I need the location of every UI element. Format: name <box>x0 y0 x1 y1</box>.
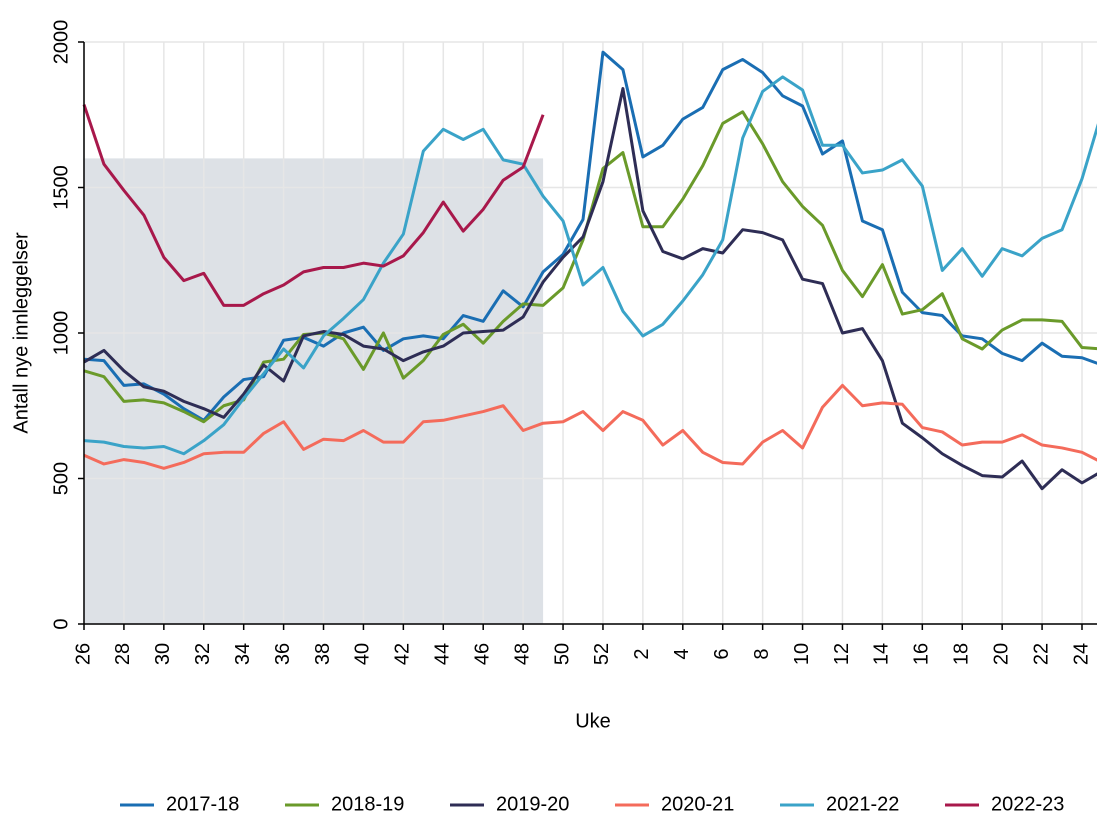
legend-label: 2020-21 <box>661 793 734 815</box>
x-tick-label: 26 <box>72 643 94 665</box>
legend-label: 2017-18 <box>166 793 239 815</box>
legend-label: 2019-20 <box>496 793 569 815</box>
x-tick-label: 2 <box>631 648 653 659</box>
x-tick-label: 8 <box>751 648 773 659</box>
shaded-period <box>84 158 544 624</box>
x-tick-label: 12 <box>831 643 853 665</box>
x-tick-label: 22 <box>1030 643 1052 665</box>
x-tick-label: 48 <box>511 643 533 665</box>
x-tick-label: 46 <box>471 643 493 665</box>
x-tick-label: 40 <box>352 643 374 665</box>
y-tick-label: 2000 <box>50 20 72 65</box>
x-axis-label: Uke <box>575 710 611 732</box>
x-tick-label: 6 <box>711 648 733 659</box>
x-tick-label: 32 <box>192 643 214 665</box>
x-tick-label: 42 <box>392 643 414 665</box>
legend-label: 2018-19 <box>331 793 404 815</box>
y-tick-label: 1500 <box>50 165 72 210</box>
x-tick-label: 20 <box>990 643 1012 665</box>
x-tick-label: 36 <box>272 643 294 665</box>
x-tick-label: 38 <box>312 643 334 665</box>
x-tick-label: 34 <box>232 643 254 665</box>
legend-label: 2022-23 <box>991 793 1064 815</box>
x-tick-label: 16 <box>911 643 933 665</box>
x-tick-label: 44 <box>432 643 454 665</box>
series-line <box>83 75 1097 456</box>
x-tick-label: 14 <box>871 643 893 665</box>
series-line <box>83 383 1097 470</box>
y-tick-label: 500 <box>50 462 72 495</box>
x-tick-label: 18 <box>951 643 973 665</box>
x-tick-label: 30 <box>152 643 174 665</box>
y-axis-label: Antall nye innleggelser <box>10 232 32 434</box>
x-tick-label: 52 <box>591 643 613 665</box>
y-tick-label: 0 <box>50 618 72 629</box>
x-tick-label: 4 <box>671 648 693 659</box>
series-line <box>83 87 1097 491</box>
x-tick-label: 10 <box>791 643 813 665</box>
y-tick-label: 1000 <box>50 311 72 356</box>
x-tick-label: 28 <box>112 643 134 665</box>
x-tick-label: 24 <box>1070 643 1092 665</box>
series-line <box>82 104 545 307</box>
plot-area <box>82 41 1097 625</box>
legend-label: 2021-22 <box>826 793 899 815</box>
x-tick-label: 50 <box>551 643 573 665</box>
